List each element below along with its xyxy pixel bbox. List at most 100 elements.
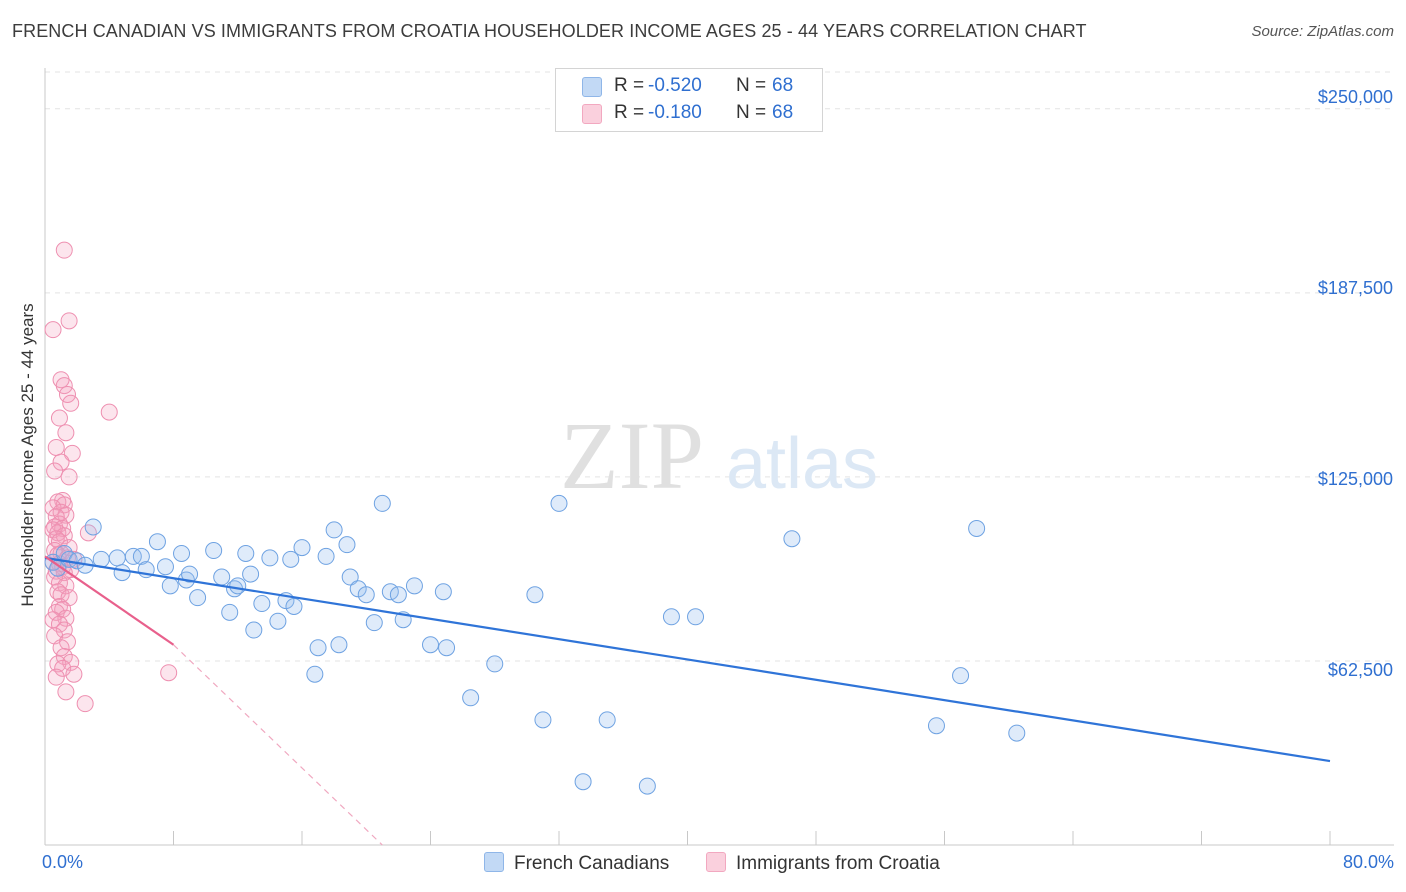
croatia-point: [63, 444, 81, 462]
croatia-point: [60, 312, 78, 330]
stats-n-value: 68: [772, 75, 794, 96]
french-canadian-point: [285, 597, 303, 615]
croatia-point: [160, 664, 178, 682]
french-canadian-point: [365, 614, 383, 632]
croatia-trend-extension: [173, 644, 383, 846]
french-canadian-point: [638, 777, 656, 795]
croatia-point: [57, 424, 75, 442]
french-canadian-point: [687, 608, 705, 626]
french-canadian-point: [1008, 724, 1026, 742]
croatia-trend-line: [44, 555, 175, 646]
french-canadian-point: [229, 577, 247, 595]
french-canadian-point: [357, 586, 375, 604]
french-canadian-points: [44, 494, 1026, 795]
french-canadian-point: [213, 568, 231, 586]
croatia-point: [58, 385, 76, 403]
french-canadian-point: [253, 595, 271, 613]
french-canadian-point: [309, 639, 327, 657]
french-canadian-point: [486, 655, 504, 673]
croatia-point: [46, 462, 64, 480]
legend-label: Immigrants from Croatia: [736, 853, 940, 874]
croatia-point: [44, 321, 62, 339]
french-canadian-point: [293, 539, 311, 557]
stats-n-label: N =: [736, 75, 767, 96]
french-canadian-point: [282, 550, 300, 568]
chart-title: FRENCH CANADIAN VS IMMIGRANTS FROM CROAT…: [12, 21, 1087, 41]
stats-swatch-blue: [582, 77, 602, 97]
french-canadian-point: [242, 565, 260, 583]
croatia-point: [76, 695, 94, 713]
stats-r-value: -0.180: [648, 102, 702, 123]
stats-r-label: R =: [614, 102, 645, 123]
croatia-point: [52, 453, 70, 471]
french-canadian-point: [181, 565, 199, 583]
croatia-point: [62, 394, 80, 412]
stats-r-value: -0.520: [648, 75, 702, 96]
croatia-point: [100, 403, 118, 421]
french-canadian-point: [269, 612, 287, 630]
french-canadian-point: [237, 544, 255, 562]
french-canadian-point: [462, 689, 480, 707]
french-canadian-point: [574, 773, 592, 791]
french-canadian-trend-line: [44, 556, 1331, 763]
french-canadian-point: [148, 533, 166, 551]
stats-n-value: 68: [772, 102, 794, 123]
y-tick-label: $250,000: [1317, 87, 1393, 107]
x-tick-label-min: 0.0%: [42, 852, 84, 872]
legend-swatch-pink: [706, 852, 726, 872]
legend-label: French Canadians: [514, 853, 670, 874]
croatia-point: [50, 409, 68, 427]
stats-n-label: N =: [736, 102, 767, 123]
french-canadian-point: [405, 577, 423, 595]
croatia-point: [49, 583, 67, 601]
croatia-point: [55, 377, 73, 395]
croatia-point: [58, 633, 76, 651]
croatia-point: [47, 668, 65, 686]
croatia-point: [52, 639, 70, 657]
french-canadian-point: [306, 665, 324, 683]
french-canadian-point: [108, 549, 126, 567]
watermark-zip: ZIP: [560, 402, 704, 509]
french-canadian-point: [968, 519, 986, 537]
french-canadian-point: [526, 586, 544, 604]
stats-box: R = -0.520 N = 68 R = -0.180 N = 68: [555, 68, 823, 132]
french-canadian-point: [389, 586, 407, 604]
stats-r-label: R =: [614, 75, 645, 96]
french-canadian-point: [952, 667, 970, 685]
y-tick-label: $62,500: [1327, 660, 1393, 680]
french-canadian-point: [422, 636, 439, 654]
french-canadian-point: [550, 494, 568, 512]
croatia-point: [55, 241, 73, 259]
croatia-point: [57, 683, 75, 701]
french-canadian-point: [662, 608, 680, 626]
french-canadian-point: [205, 542, 223, 560]
french-canadian-point: [113, 564, 131, 582]
legend-item-croatia: Immigrants from Croatia: [706, 852, 940, 876]
french-canadian-point: [189, 589, 207, 607]
y-tick-label: $187,500: [1317, 278, 1393, 298]
source-label: Source: ZipAtlas.com: [1251, 23, 1394, 40]
croatia-point: [60, 468, 78, 486]
french-canadian-point: [173, 544, 191, 562]
french-canadian-point: [261, 549, 279, 567]
trend-lines: [44, 555, 1331, 846]
axes: [44, 68, 1394, 846]
croatia-point: [44, 499, 62, 517]
legend-swatch-blue: [484, 852, 504, 872]
stats-swatch-pink: [582, 104, 602, 124]
french-canadian-point: [438, 639, 456, 657]
watermark-atlas: atlas: [726, 424, 878, 504]
legend-item-french-canadians: French Canadians: [484, 852, 669, 876]
french-canadian-point: [534, 711, 552, 729]
croatia-point: [54, 659, 72, 677]
french-canadian-point: [161, 577, 179, 595]
french-canadian-point: [341, 568, 359, 586]
french-canadian-point: [783, 530, 801, 548]
french-canadian-point: [221, 603, 239, 621]
french-canadian-point: [245, 621, 263, 639]
y-tick-label: $125,000: [1317, 469, 1393, 489]
french-canadian-point: [132, 547, 150, 565]
french-canadian-point: [927, 717, 945, 735]
french-canadian-point: [598, 711, 616, 729]
